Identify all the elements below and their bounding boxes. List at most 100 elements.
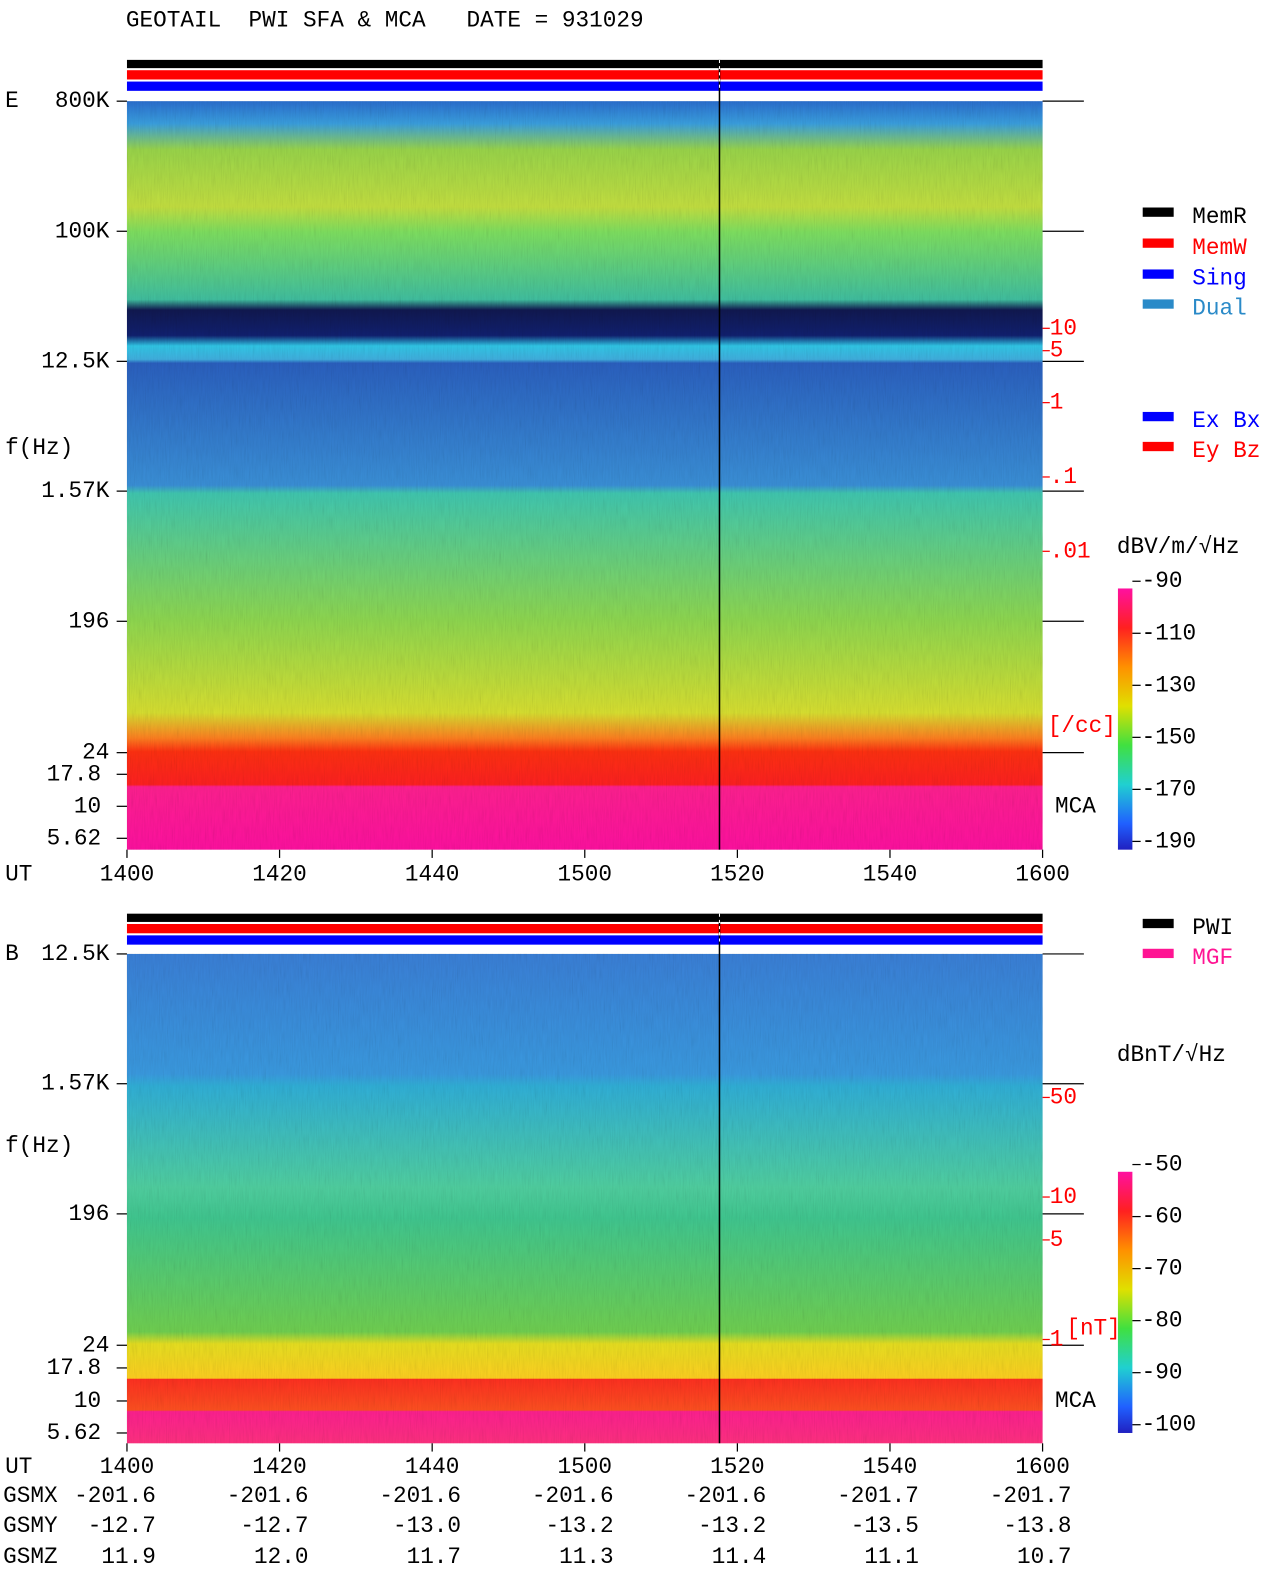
x-tick-label: 1520 bbox=[710, 861, 764, 887]
colorbar-tick-label: -190 bbox=[1142, 828, 1196, 854]
colorbar-tick-label: -60 bbox=[1142, 1204, 1183, 1230]
x-tick-label: 1600 bbox=[1015, 861, 1069, 887]
y-tick-label: 12.5K bbox=[41, 941, 109, 967]
y2-tick-label: 5 bbox=[1050, 338, 1064, 364]
mca-label: MCA bbox=[1055, 793, 1096, 819]
colorbar-tick-label: -80 bbox=[1142, 1308, 1183, 1334]
legend-label: MemW bbox=[1192, 235, 1247, 261]
status-bar bbox=[126, 81, 1043, 91]
legend-label: PWI bbox=[1192, 915, 1233, 941]
y2-axis-label: [/cc] bbox=[1048, 713, 1116, 739]
panel-label: B bbox=[5, 941, 19, 967]
x-tick-label: 1440 bbox=[405, 861, 459, 887]
orbit-value: 11.9 bbox=[101, 1544, 155, 1570]
y2-tick-label: 1 bbox=[1050, 390, 1064, 416]
y-axis-label: f(Hz) bbox=[5, 435, 73, 461]
x-axis-label: UT bbox=[5, 861, 32, 887]
colorbar-tick-label: -110 bbox=[1142, 620, 1196, 646]
orbit-value: -201.6 bbox=[74, 1483, 156, 1509]
x-tick-label: 1500 bbox=[558, 1454, 612, 1480]
legend-swatch bbox=[1142, 411, 1174, 422]
y2-tick-label: 5 bbox=[1050, 1227, 1064, 1253]
y-tick-label: 1.57K bbox=[41, 478, 109, 504]
x-tick-label: 1540 bbox=[863, 1454, 917, 1480]
y-tick-label: 196 bbox=[69, 1201, 110, 1227]
y-tick-label: 100K bbox=[55, 218, 110, 244]
orbit-value: -201.7 bbox=[837, 1483, 919, 1509]
legend-swatch bbox=[1142, 269, 1174, 279]
orbit-value: 11.1 bbox=[864, 1544, 918, 1570]
y-tick-label: 196 bbox=[69, 608, 110, 634]
orbit-value: -13.5 bbox=[851, 1513, 919, 1539]
mca-channel-label: 10 bbox=[74, 793, 101, 819]
legend-swatch bbox=[1142, 948, 1174, 959]
colorbar-tick-label: -50 bbox=[1142, 1152, 1183, 1178]
title: GEOTAIL PWI SFA & MCA DATE = 931029 bbox=[126, 8, 644, 34]
mca-channel-label: 17.8 bbox=[47, 1355, 101, 1381]
colorbar-tick-label: -70 bbox=[1142, 1256, 1183, 1282]
orbit-row-label: GSMY bbox=[3, 1513, 58, 1539]
status-bar bbox=[126, 935, 1043, 945]
y-tick-label: 1.57K bbox=[41, 1071, 109, 1097]
mca-channel-label: 5.62 bbox=[47, 825, 101, 851]
orbit-value: 11.4 bbox=[712, 1544, 766, 1570]
mca-label: MCA bbox=[1055, 1388, 1096, 1414]
mca-channel-label: 10 bbox=[74, 1388, 101, 1414]
y-tick-label: 24 bbox=[82, 740, 109, 766]
colorbar-tick-label: -150 bbox=[1142, 724, 1196, 750]
x-tick-label: 1420 bbox=[252, 1454, 306, 1480]
legend-label: Ey Bz bbox=[1192, 438, 1260, 464]
orbit-value: -201.6 bbox=[379, 1483, 461, 1509]
legend-swatch bbox=[1142, 207, 1174, 217]
colorbar bbox=[1117, 588, 1133, 850]
y2-tick-label: 10 bbox=[1050, 1184, 1077, 1210]
legend-label: Sing bbox=[1192, 266, 1246, 292]
legend-label: Dual bbox=[1192, 296, 1246, 322]
legend-swatch bbox=[1142, 299, 1174, 309]
colorbar-tick-label: -130 bbox=[1142, 672, 1196, 698]
colorbar-tick-label: -100 bbox=[1142, 1412, 1196, 1438]
y-tick-label: 800K bbox=[55, 88, 110, 114]
x-tick-label: 1600 bbox=[1015, 1454, 1069, 1480]
orbit-value: -13.0 bbox=[393, 1513, 461, 1539]
colorbar-label: dBV/m/√Hz bbox=[1117, 534, 1240, 560]
orbit-value: -12.7 bbox=[88, 1513, 156, 1539]
orbit-value: -201.7 bbox=[990, 1483, 1072, 1509]
x-tick-label: 1540 bbox=[863, 861, 917, 887]
status-bar bbox=[126, 913, 1043, 922]
spectrogram-texture bbox=[126, 953, 1043, 1444]
orbit-value: 12.0 bbox=[254, 1544, 308, 1570]
x-tick-label: 1400 bbox=[100, 1454, 154, 1480]
orbit-value: -12.7 bbox=[240, 1513, 308, 1539]
orbit-value: -13.8 bbox=[1003, 1513, 1071, 1539]
legend-swatch bbox=[1142, 238, 1174, 248]
orbit-value: -201.6 bbox=[227, 1483, 309, 1509]
legend-label: MemR bbox=[1192, 204, 1247, 230]
x-tick-label: 1500 bbox=[558, 861, 612, 887]
y2-axis-label: [nT] bbox=[1066, 1316, 1120, 1342]
y2-tick-label: 1 bbox=[1050, 1327, 1064, 1353]
orbit-value: 11.3 bbox=[559, 1544, 613, 1570]
legend-label: Ex Bx bbox=[1192, 408, 1260, 434]
panel-label: E bbox=[5, 88, 19, 114]
y2-tick-label: .1 bbox=[1050, 464, 1077, 490]
x-tick-label: 1420 bbox=[252, 861, 306, 887]
orbit-value: 11.7 bbox=[407, 1544, 461, 1570]
orbit-row-label: GSMZ bbox=[3, 1544, 57, 1570]
mca-channel-label: 5.62 bbox=[47, 1420, 101, 1446]
orbit-row-label: GSMX bbox=[3, 1483, 58, 1509]
status-bar bbox=[126, 70, 1043, 80]
y2-tick-label: .01 bbox=[1050, 538, 1091, 564]
legend-swatch bbox=[1142, 441, 1174, 452]
spectrogram-texture bbox=[126, 101, 1043, 850]
colorbar-label: dBnT/√Hz bbox=[1117, 1042, 1226, 1068]
x-tick-label: 1520 bbox=[710, 1454, 764, 1480]
legend-label: MGF bbox=[1192, 945, 1233, 971]
y2-tick-label: 50 bbox=[1050, 1084, 1077, 1110]
x-axis-label: UT bbox=[5, 1454, 32, 1480]
colorbar bbox=[1117, 1171, 1133, 1433]
orbit-value: -13.2 bbox=[546, 1513, 614, 1539]
colorbar-tick-label: -170 bbox=[1142, 776, 1196, 802]
